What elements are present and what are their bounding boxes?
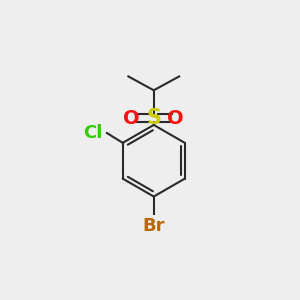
Text: S: S: [146, 108, 161, 128]
Text: O: O: [167, 109, 184, 128]
Text: Br: Br: [142, 217, 165, 235]
Text: O: O: [124, 109, 140, 128]
Text: Cl: Cl: [84, 124, 103, 142]
